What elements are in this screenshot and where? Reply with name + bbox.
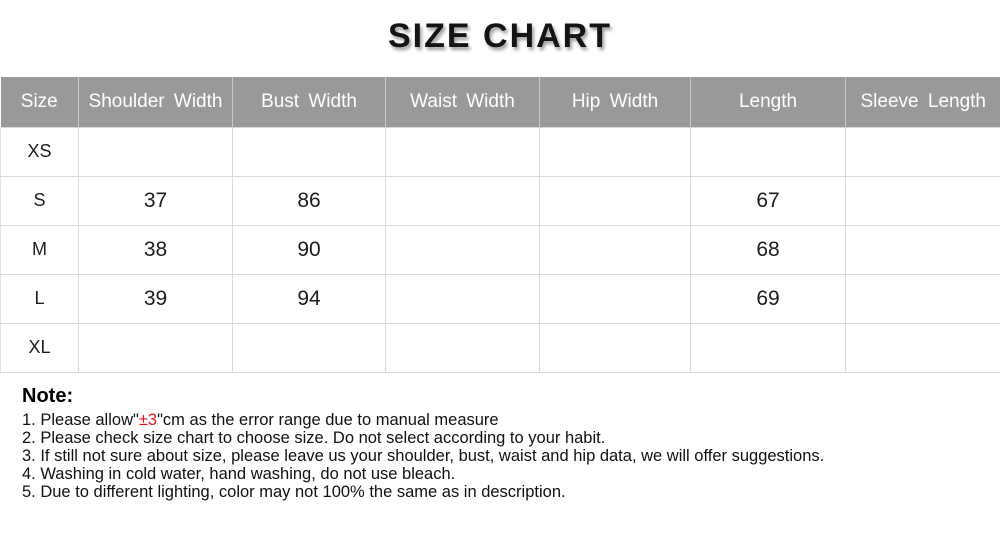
table-cell — [540, 225, 691, 274]
table-cell — [233, 127, 386, 176]
size-label-cell: S — [1, 176, 79, 225]
table-cell: 39 — [79, 274, 233, 323]
table-cell — [386, 127, 540, 176]
column-header-size: Size — [1, 77, 79, 127]
table-cell — [386, 225, 540, 274]
table-cell: 67 — [691, 176, 846, 225]
column-header-hip-width: Hip Width — [540, 77, 691, 127]
table-cell: 37 — [79, 176, 233, 225]
column-header-length: Length — [691, 77, 846, 127]
table-cell — [846, 274, 1000, 323]
note-line-1: 1. Please allow"±3"cm as the error range… — [22, 411, 1000, 429]
table-cell: 68 — [691, 225, 846, 274]
page-title: SIZE CHART — [0, 17, 1000, 56]
size-label-cell: XL — [1, 323, 79, 372]
table-cell — [540, 323, 691, 372]
table-cell — [846, 176, 1000, 225]
table-cell — [386, 274, 540, 323]
table-cell — [79, 127, 233, 176]
table-cell — [540, 274, 691, 323]
table-cell — [540, 127, 691, 176]
table-cell: 69 — [691, 274, 846, 323]
note-line-1-prefix: 1. Please allow" — [22, 411, 139, 429]
note-line-2: 2. Please check size chart to choose siz… — [22, 429, 1000, 447]
column-header-shoulder-width: Shoulder Width — [79, 77, 233, 127]
table-cell — [846, 323, 1000, 372]
column-header-waist-width: Waist Width — [386, 77, 540, 127]
table-row: XS — [1, 127, 1000, 176]
table-cell — [233, 323, 386, 372]
table-cell: 94 — [233, 274, 386, 323]
table-cell: 38 — [79, 225, 233, 274]
table-cell — [386, 323, 540, 372]
notes-section: Note: 1. Please allow"±3"cm as the error… — [22, 385, 1000, 501]
table-cell — [846, 127, 1000, 176]
table-cell — [79, 323, 233, 372]
error-range-value: ±3 — [139, 411, 157, 429]
table-cell — [846, 225, 1000, 274]
size-label-cell: XS — [1, 127, 79, 176]
note-line-5: 5. Due to different lighting, color may … — [22, 483, 1000, 501]
table-cell — [540, 176, 691, 225]
note-line-3: 3. If still not sure about size, please … — [22, 447, 1000, 465]
table-cell — [691, 127, 846, 176]
table-cell: 86 — [233, 176, 386, 225]
note-line-4: 4. Washing in cold water, hand washing, … — [22, 465, 1000, 483]
column-header-bust-width: Bust Width — [233, 77, 386, 127]
table-cell — [691, 323, 846, 372]
table-cell: 90 — [233, 225, 386, 274]
size-label-cell: L — [1, 274, 79, 323]
table-row: XL — [1, 323, 1000, 372]
column-header-sleeve-length: Sleeve Length — [846, 77, 1000, 127]
table-cell — [386, 176, 540, 225]
size-label-cell: M — [1, 225, 79, 274]
notes-heading: Note: — [22, 385, 1000, 408]
note-line-1-suffix: "cm as the error range due to manual mea… — [157, 411, 499, 429]
